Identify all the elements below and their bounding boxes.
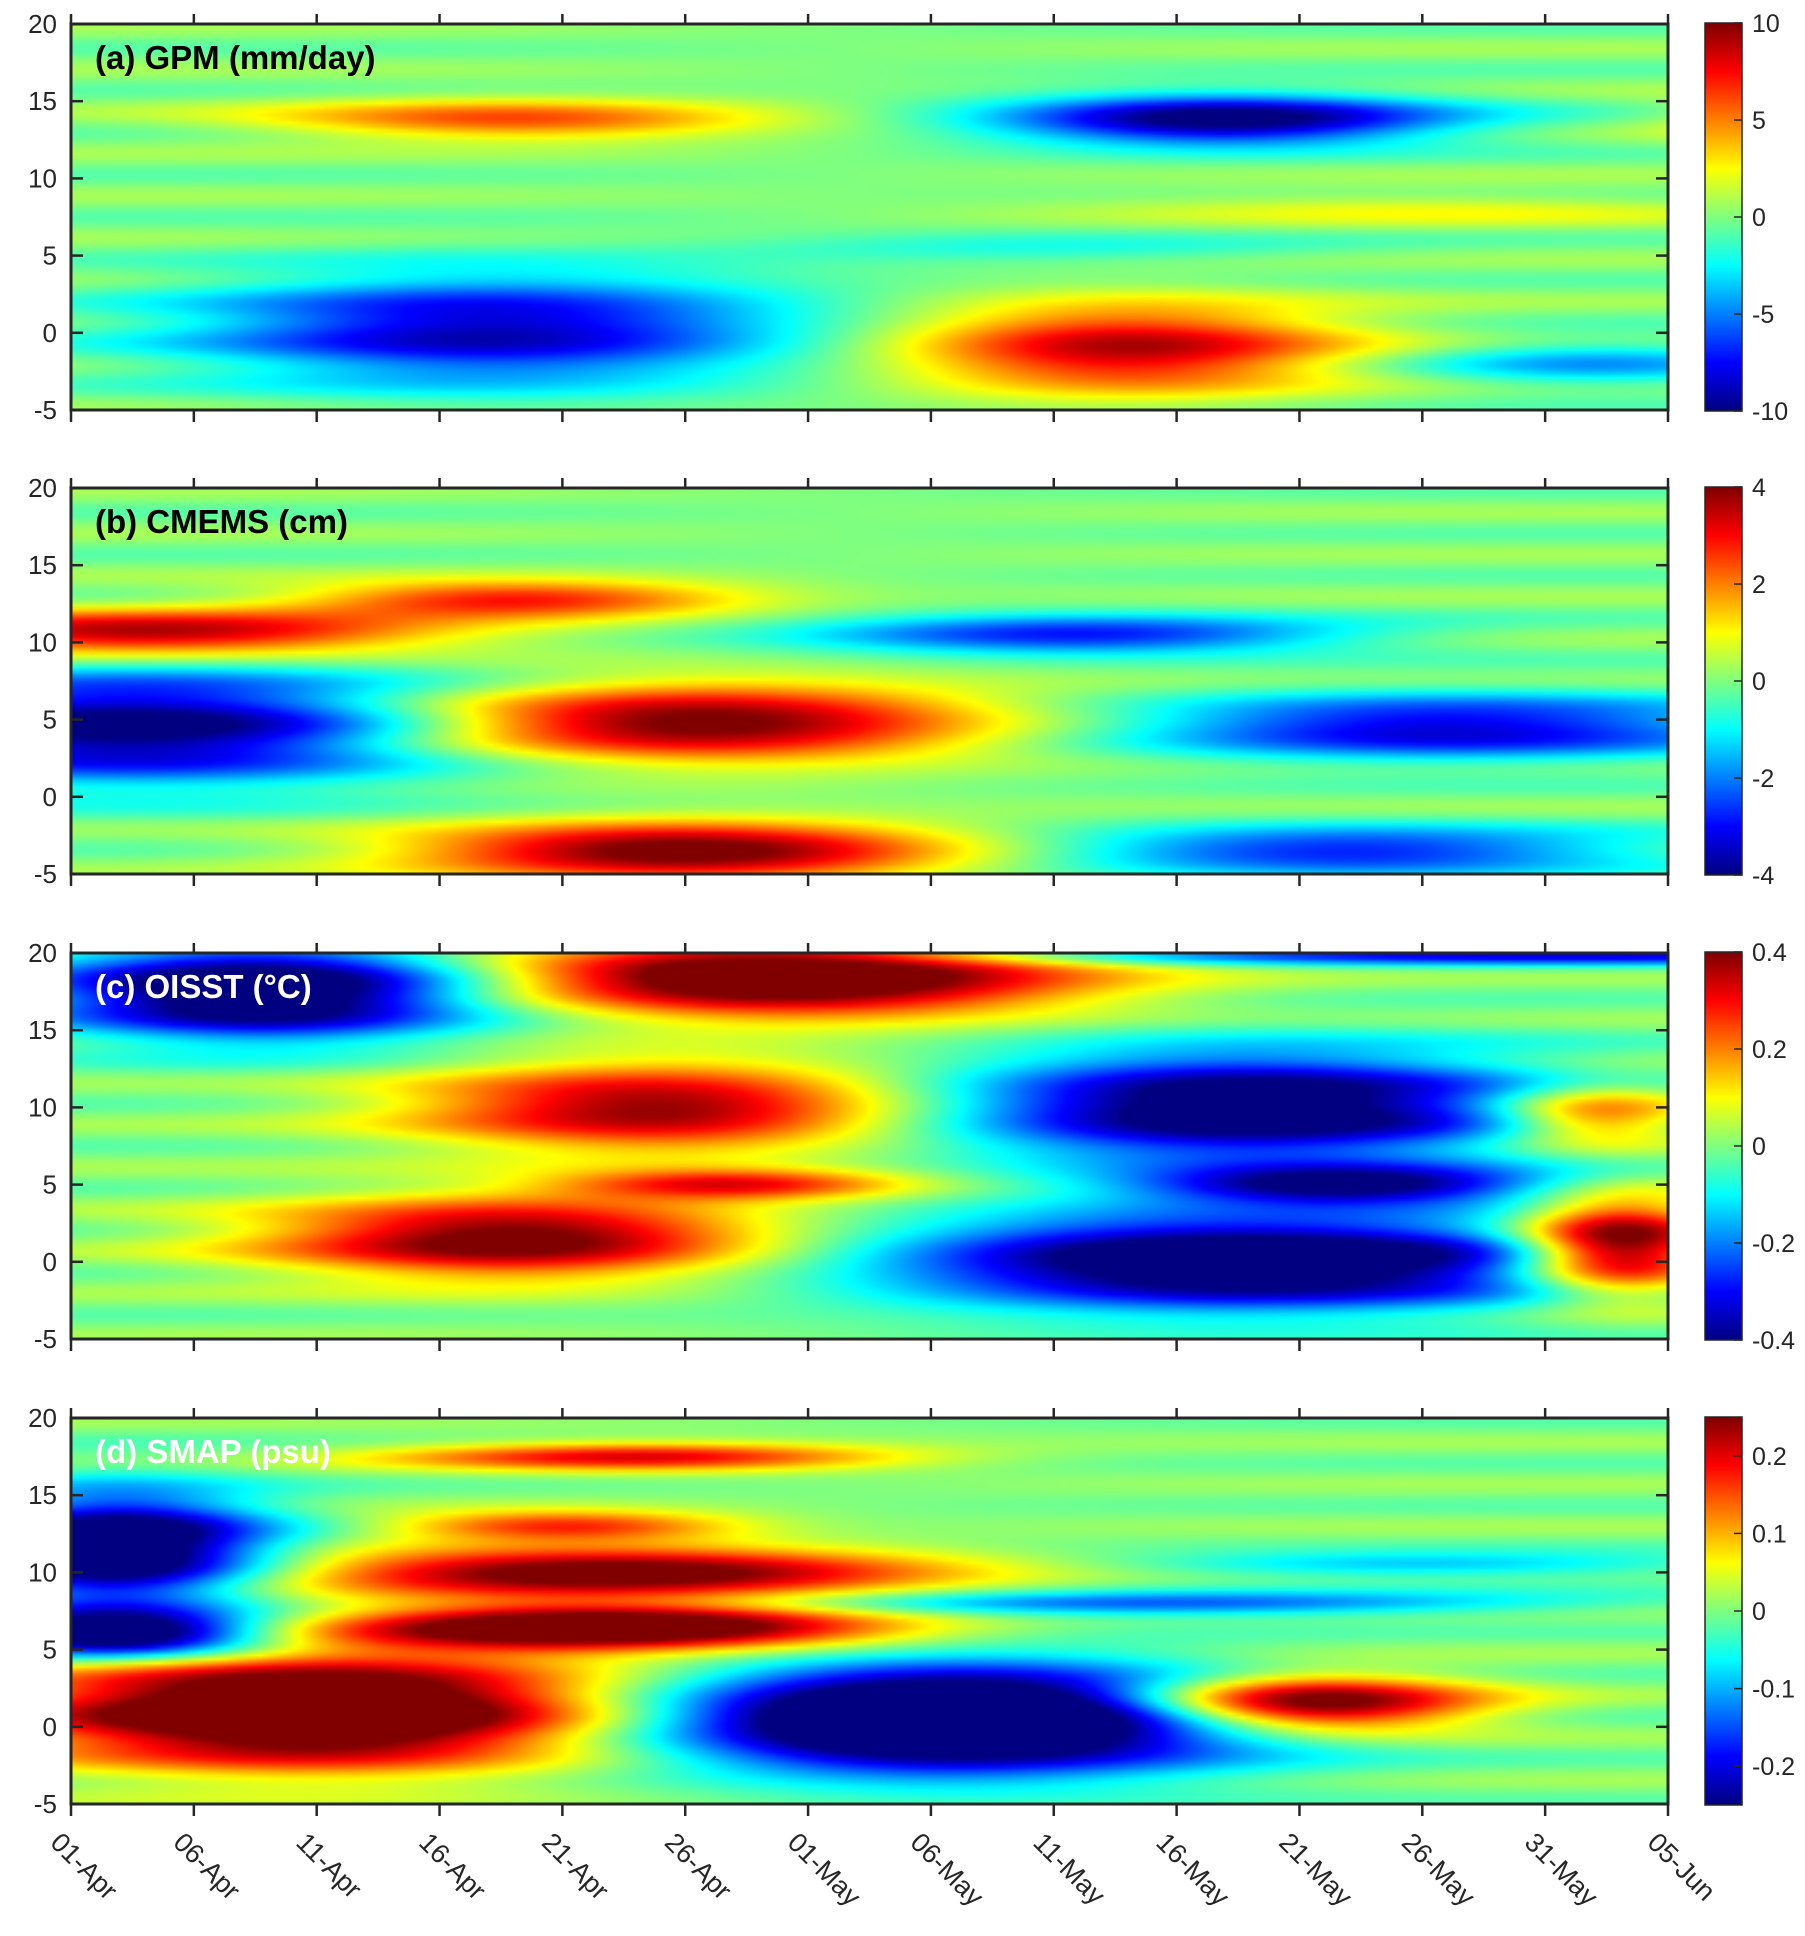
colorbar-tick-label: -0.4 [1752, 1327, 1795, 1355]
x-tick-label: 26-Apr [659, 1827, 738, 1906]
panel-title: (a) GPM (mm/day) [95, 39, 376, 76]
x-tick-label: 01-Apr [45, 1827, 124, 1906]
panel-a: 20 15 10 5 0 -5 (a) GPM (mm/day) 10 5 0 -5 -10 [28, 9, 1788, 426]
x-tick-label: 06-May [905, 1827, 990, 1912]
x-axis-labels: 01-Apr 06-Apr 11-Apr 16-Apr 21-Apr 26-Apr 01-M… [45, 1827, 1722, 1912]
axes-frame [69, 486, 1670, 876]
x-tick-label: 11-Apr [290, 1827, 367, 1904]
y-tick-label: 20 [28, 938, 57, 968]
y-tick-label: 10 [28, 627, 57, 657]
y-tick-label: 0 [43, 782, 57, 812]
colorbar-tick-label: 0.1 [1752, 1520, 1787, 1548]
heatmap-field [71, 24, 1668, 410]
x-tick-label: 21-May [1273, 1827, 1358, 1912]
y-tick-label: 5 [43, 241, 57, 271]
y-tick-label: 0 [43, 318, 57, 348]
panel-title: (c) OISST (°C) [95, 968, 312, 1005]
colorbar-tick-label: 2 [1752, 571, 1766, 599]
colorbar-tick-label: -0.2 [1752, 1230, 1795, 1258]
y-tick-label: -5 [34, 1789, 57, 1819]
x-tick-label: 31-May [1519, 1827, 1604, 1912]
y-tick-label: 5 [43, 705, 57, 735]
colorbar-tick-label: 0.2 [1752, 1036, 1787, 1064]
heatmap-field [71, 953, 1668, 1339]
colorbar-tick-label: 10 [1752, 10, 1780, 38]
y-tick-label: 20 [28, 9, 57, 39]
colorbar-tick-label: 0 [1752, 204, 1766, 232]
x-tick-label: 05-Jun [1642, 1827, 1722, 1907]
heatmap-field [71, 488, 1668, 874]
axes-frame [69, 951, 1670, 1341]
colorbar-tick-label: -0.1 [1752, 1676, 1795, 1704]
y-tick-label: 5 [43, 1170, 57, 1200]
panel-d: 20 15 10 5 0 -5 (d) SMAP (psu) 0.2 0.1 0 -0.1 -0.2 [28, 1403, 1795, 1819]
colorbar-tick-label: -2 [1752, 765, 1774, 793]
y-tick-label: 15 [28, 86, 57, 116]
colorbar-tick-label: -4 [1752, 862, 1774, 890]
colorbar-tick-label: 4 [1752, 474, 1766, 502]
y-tick-label: 15 [28, 550, 57, 580]
y-tick-label: 5 [43, 1635, 57, 1665]
axes-frame [69, 1416, 1670, 1806]
axes-frame [69, 22, 1670, 412]
y-tick-label: 10 [28, 1092, 57, 1122]
heatmap-field [71, 1418, 1668, 1804]
y-tick-label: 20 [28, 1403, 57, 1433]
colorbar-tick-label: 0 [1752, 1598, 1766, 1626]
x-tick-label: 01-May [782, 1827, 867, 1912]
colorbar-tick-label: 0 [1752, 1133, 1766, 1161]
x-tick-label: 06-Apr [168, 1827, 247, 1906]
colorbar-tick-label: -5 [1752, 301, 1774, 329]
colorbar-tick-label: -0.2 [1752, 1753, 1795, 1781]
panel-title: (d) SMAP (psu) [95, 1433, 331, 1470]
colorbar-tick-label: 5 [1752, 107, 1766, 135]
y-tick-label: 10 [28, 163, 57, 193]
y-tick-label: 15 [28, 1480, 57, 1510]
y-tick-label: 20 [28, 473, 57, 503]
y-tick-label: -5 [34, 859, 57, 889]
x-tick-label: 11-May [1028, 1827, 1112, 1911]
colorbar-tick-label: 0.2 [1752, 1443, 1787, 1471]
panel-title: (b) CMEMS (cm) [95, 503, 348, 540]
x-tick-label: 16-Apr [413, 1827, 492, 1906]
y-tick-label: 0 [43, 1247, 57, 1277]
y-tick-label: -5 [34, 1324, 57, 1354]
colorbar-tick-label: 0 [1752, 668, 1766, 696]
x-tick-label: 21-Apr [536, 1827, 615, 1906]
y-tick-label: -5 [34, 395, 57, 425]
y-tick-label: 10 [28, 1557, 57, 1587]
x-tick-label: 26-May [1396, 1827, 1481, 1912]
y-tick-label: 0 [43, 1712, 57, 1742]
panel-c: 20 15 10 5 0 -5 (c) OISST (°C) 0.4 0.2 0 -0.2 -0.4 [28, 938, 1795, 1355]
colorbar-tick-label: 0.4 [1752, 939, 1787, 967]
colorbar-tick-label: -10 [1752, 398, 1788, 426]
y-tick-label: 15 [28, 1015, 57, 1045]
x-tick-label: 16-May [1150, 1827, 1235, 1912]
